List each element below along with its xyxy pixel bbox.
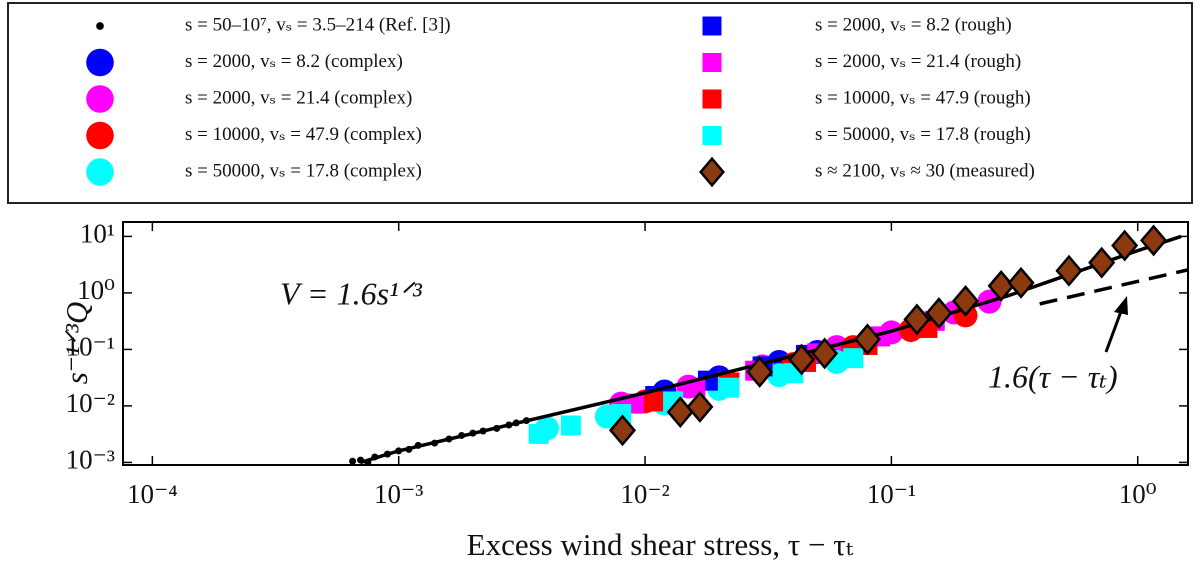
legend-label: s ≈ 2100, vₛ ≈ 30 (measured)	[815, 160, 1035, 181]
annotation: V = 1.6s¹ᐟ³	[280, 275, 422, 311]
y-tick-label: 10⁻³	[66, 445, 115, 475]
y-axis-label: s⁻¹ᐟ³Q	[59, 302, 94, 385]
dot	[96, 22, 104, 30]
diamond-marker	[699, 156, 725, 188]
diamond-marker	[608, 414, 637, 447]
annotation: 1.6(τ − τₜ)	[988, 358, 1118, 394]
diamond-marker	[788, 343, 816, 376]
square-marker	[702, 53, 722, 72]
diamond-marker	[1007, 266, 1035, 299]
square-marker	[528, 423, 549, 444]
plot-frame	[122, 221, 1189, 466]
x-tick-label: 10⁻²	[620, 479, 669, 509]
diamond-marker	[1055, 254, 1083, 287]
arrow-head	[1114, 296, 1128, 315]
diamond-marker	[925, 297, 953, 329]
diamond-marker	[853, 323, 882, 356]
y-tick-label: 10⁰	[77, 275, 115, 305]
square-marker	[702, 126, 722, 145]
circle-marker	[86, 85, 114, 113]
legend-label: s = 50000, vₛ = 17.8 (complex)	[185, 160, 422, 181]
x-tick-label: 10⁻³	[374, 479, 423, 509]
legend-label: s = 2000, vₛ = 21.4 (complex)	[185, 87, 412, 108]
square-marker	[719, 377, 740, 398]
circle-marker	[86, 48, 114, 77]
square-marker	[645, 391, 666, 412]
diamond-marker	[686, 390, 714, 423]
dot	[349, 457, 357, 465]
x-tick-label: 10⁰	[1119, 479, 1157, 509]
y-tick-label: 10¹	[80, 219, 115, 249]
legend-box	[7, 2, 1193, 204]
y-tick-label: 10⁻¹	[66, 332, 115, 362]
legend-label: s = 2000, vₛ = 8.2 (complex)	[185, 51, 403, 72]
fit-line	[360, 234, 1182, 465]
diamond-marker	[1140, 224, 1168, 257]
plot-area	[349, 224, 1188, 465]
circle-marker	[86, 121, 114, 150]
diamond-marker	[1111, 229, 1139, 262]
x-tick-label: 10⁻⁴	[127, 479, 178, 509]
square-marker	[702, 89, 722, 109]
diamond-marker	[951, 285, 980, 317]
circle-marker	[86, 158, 114, 186]
square-marker	[560, 415, 581, 436]
x-tick-label: 10⁻¹	[867, 479, 916, 509]
dashed-line	[1039, 268, 1188, 306]
diamond-marker	[903, 303, 931, 336]
square-marker	[702, 16, 722, 36]
legend-label: s = 50000, vₛ = 17.8 (rough)	[815, 124, 1031, 145]
x-axis-label: Excess wind shear stress, τ − τₜ	[467, 527, 854, 562]
legend-label: s = 50–10⁷, vₛ = 3.5–214 (Ref. [3])	[185, 14, 451, 35]
diamond-marker	[746, 355, 774, 388]
legend-label: s = 10000, vₛ = 47.9 (complex)	[185, 124, 422, 145]
legend-label: s = 2000, vₛ = 8.2 (rough)	[815, 14, 1012, 35]
diamond-marker	[811, 337, 839, 370]
diamond-marker	[1088, 246, 1116, 279]
legend-label: s = 2000, vₛ = 21.4 (rough)	[815, 51, 1021, 72]
legend-label: s = 10000, vₛ = 47.9 (rough)	[815, 87, 1031, 108]
square-marker	[843, 348, 864, 369]
y-tick-label: 10⁻²	[66, 388, 115, 418]
arrow-shaft	[1104, 305, 1125, 353]
